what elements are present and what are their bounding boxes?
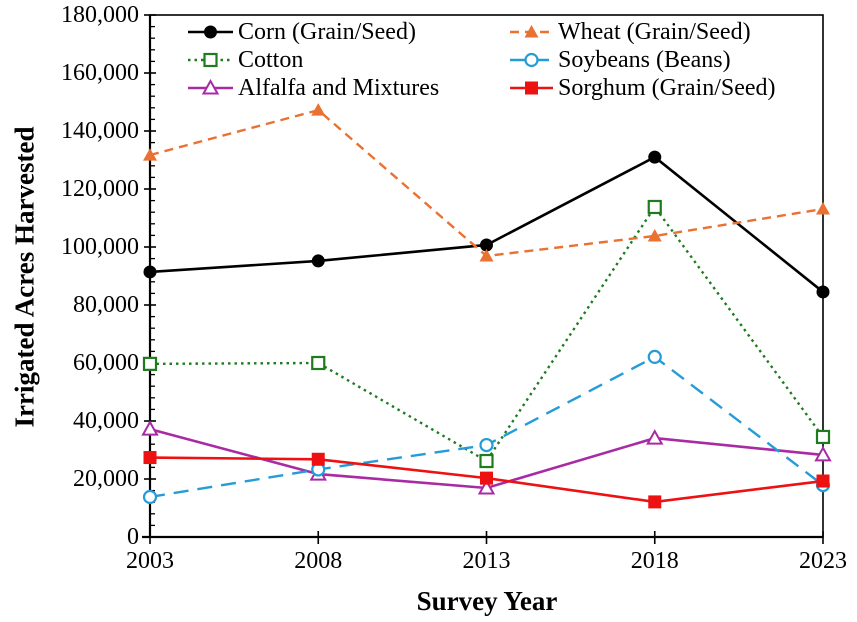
data-point-marker xyxy=(203,52,218,68)
data-point-marker xyxy=(143,265,157,279)
y-tick-label: 60,000 xyxy=(73,350,139,376)
legend-label: Corn (Grain/Seed) xyxy=(238,19,416,45)
x-tick-label: 2008 xyxy=(294,548,342,574)
data-point-marker xyxy=(524,25,539,38)
series-line-wheat-grain-seed xyxy=(149,108,824,258)
x-tick-label: 2013 xyxy=(463,548,511,574)
data-point-marker xyxy=(479,437,494,453)
data-point-marker xyxy=(647,228,662,242)
data-point-marker xyxy=(311,355,326,371)
data-point-marker xyxy=(142,356,158,371)
data-point-marker xyxy=(311,103,326,116)
y-tick-label: 0 xyxy=(127,524,139,550)
data-point-marker xyxy=(479,453,494,469)
data-point-marker xyxy=(201,78,220,95)
data-point-marker xyxy=(816,474,830,488)
legend-label: Soybeans (Beans) xyxy=(558,47,731,73)
data-point-marker xyxy=(524,52,539,68)
legend-item-sorghum-grain-seed: Sorghum (Grain/Seed) xyxy=(510,75,776,101)
data-point-marker xyxy=(480,471,493,485)
data-point-marker xyxy=(477,478,496,495)
data-point-marker xyxy=(143,451,157,465)
data-point-marker xyxy=(647,199,662,215)
x-tick-label: 2018 xyxy=(631,548,679,574)
data-point-marker xyxy=(480,238,493,252)
y-tick-label: 140,000 xyxy=(61,118,139,144)
data-point-marker xyxy=(311,254,325,268)
axes: 0 20,000 40,000 60,000 80,000 100,000 120,000 1… xyxy=(61,2,847,574)
data-point-marker xyxy=(311,452,325,466)
series-markers-corn-grain-seed xyxy=(143,150,830,299)
legend-label: Cotton xyxy=(238,47,303,73)
y-tick-label: 20,000 xyxy=(73,466,139,492)
data-point-marker xyxy=(816,202,830,215)
series-markers-sorghum-grain-seed xyxy=(143,451,830,509)
legend-label: Wheat (Grain/Seed) xyxy=(558,19,751,45)
legend-label: Alfalfa and Mixtures xyxy=(238,75,439,101)
data-point-marker xyxy=(815,429,831,445)
legend-item-wheat-grain-seed: Wheat (Grain/Seed) xyxy=(510,19,751,45)
data-point-marker xyxy=(647,349,662,365)
legend-item-alfalfa-and-mixtures: Alfalfa and Mixtures xyxy=(188,75,439,101)
data-point-marker xyxy=(814,445,832,462)
data-point-marker xyxy=(479,248,494,262)
data-point-marker xyxy=(648,150,662,164)
x-tick-label: 2023 xyxy=(799,548,847,574)
legend-label: Sorghum (Grain/Seed) xyxy=(558,75,776,101)
y-tick-label: 120,000 xyxy=(61,176,139,202)
y-axis-title: Irrigated Acres Harvested xyxy=(9,126,40,428)
legend-item-corn-grain-seed: Corn (Grain/Seed) xyxy=(188,19,416,45)
series-markers-wheat-grain-seed xyxy=(143,103,830,262)
data-point-marker xyxy=(816,285,830,299)
data-point-marker xyxy=(646,429,664,445)
data-point-marker xyxy=(143,148,157,161)
x-tick-label: 2003 xyxy=(126,548,174,574)
y-tick-label: 180,000 xyxy=(61,2,139,28)
y-tick-label: 160,000 xyxy=(61,60,139,86)
series-markers-cotton xyxy=(142,199,831,469)
series-line-cotton xyxy=(149,204,824,463)
data-point-marker xyxy=(648,495,662,509)
legend-item-cotton: Cotton xyxy=(188,47,303,73)
data-point-marker xyxy=(525,81,538,95)
y-tick-label: 80,000 xyxy=(73,292,139,318)
data-point-marker xyxy=(141,420,159,436)
x-axis-title: Survey Year xyxy=(416,586,558,616)
data-point-marker xyxy=(204,25,217,39)
legend-item-soybeans-beans: Soybeans (Beans) xyxy=(510,47,731,73)
y-tick-label: 40,000 xyxy=(73,408,139,434)
y-tick-label: 100,000 xyxy=(61,234,139,260)
data-point-marker xyxy=(142,489,158,505)
